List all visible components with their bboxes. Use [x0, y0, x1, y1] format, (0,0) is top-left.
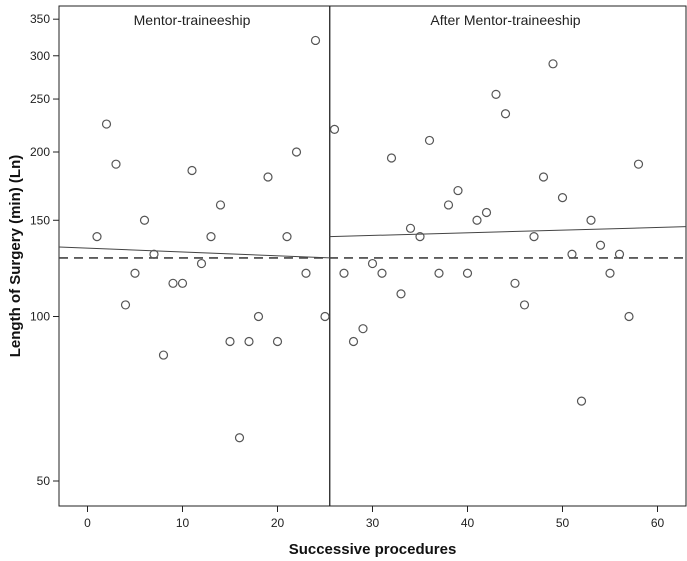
- data-point: [576, 396, 587, 406]
- data-point: [111, 159, 121, 169]
- data-point: [386, 153, 397, 163]
- y-tick-label: 300: [30, 49, 50, 63]
- y-tick-label: 350: [30, 12, 50, 26]
- data-point: [310, 35, 321, 46]
- data-point: [206, 232, 216, 242]
- data-point: [434, 268, 444, 278]
- y-tick-label: 250: [30, 92, 50, 106]
- data-point: [500, 109, 511, 119]
- data-point: [472, 215, 482, 225]
- data-point: [424, 135, 435, 146]
- data-point: [624, 311, 634, 322]
- data-point: [529, 232, 539, 242]
- data-point: [633, 159, 644, 169]
- fit-line: [329, 226, 687, 238]
- data-point: [358, 324, 368, 334]
- data-point: [130, 268, 140, 278]
- data-point: [586, 215, 596, 225]
- data-point: [120, 300, 131, 310]
- data-point: [253, 311, 264, 322]
- data-point: [443, 200, 454, 210]
- data-point: [263, 172, 273, 182]
- data-point: [567, 249, 577, 259]
- data-point: [329, 124, 340, 134]
- data-point: [519, 300, 530, 310]
- data-point: [605, 268, 615, 278]
- x-tick-label: 10: [176, 516, 190, 530]
- fit-line: [58, 246, 330, 259]
- data-point: [462, 268, 473, 278]
- x-tick-label: 50: [556, 516, 570, 530]
- x-tick-label: 20: [271, 516, 285, 530]
- data-point: [595, 240, 606, 250]
- plot-area-frame: [58, 5, 687, 507]
- data-point: [215, 200, 226, 210]
- data-point: [510, 278, 520, 288]
- data-point: [367, 258, 378, 269]
- x-tick-label: 40: [461, 516, 475, 530]
- data-point: [168, 278, 178, 288]
- y-tick-label: 200: [30, 145, 50, 159]
- data-point: [538, 172, 549, 182]
- data-point: [614, 249, 625, 259]
- data-point: [225, 336, 235, 347]
- data-point: [92, 232, 102, 242]
- data-point: [101, 119, 112, 129]
- data-point: [491, 89, 501, 99]
- data-point: [301, 268, 311, 278]
- data-point: [548, 59, 558, 69]
- x-tick-label: 60: [651, 516, 665, 530]
- data-point: [291, 147, 302, 157]
- data-point: [481, 207, 492, 218]
- data-point: [348, 336, 359, 347]
- x-axis-title: Successive procedures: [289, 541, 457, 558]
- data-point: [339, 268, 349, 278]
- data-point: [187, 165, 197, 176]
- data-point: [149, 249, 159, 259]
- annotation-after-mentor-traineeship: After Mentor-traineeship: [430, 12, 580, 28]
- data-point: [272, 336, 283, 347]
- data-point: [158, 350, 169, 360]
- data-point: [320, 311, 330, 322]
- y-tick-label: 50: [37, 474, 51, 488]
- data-point: [139, 215, 150, 225]
- data-point: [282, 232, 292, 242]
- data-point: [177, 278, 188, 288]
- data-point: [244, 336, 254, 347]
- y-tick-label: 100: [30, 309, 50, 323]
- data-point: [396, 289, 406, 299]
- data-point: [415, 232, 425, 242]
- annotation-mentor-traineeship: Mentor-traineeship: [134, 12, 251, 28]
- y-axis-title: Length of Surgery (min) (Ln): [7, 155, 24, 357]
- data-point: [405, 223, 416, 233]
- data-point: [196, 258, 207, 269]
- data-point: [377, 268, 387, 278]
- x-tick-label: 0: [84, 516, 91, 530]
- x-tick-label: 30: [366, 516, 380, 530]
- data-point: [234, 433, 245, 443]
- y-tick-label: 150: [30, 213, 50, 227]
- data-point: [557, 193, 568, 203]
- data-point: [453, 185, 463, 196]
